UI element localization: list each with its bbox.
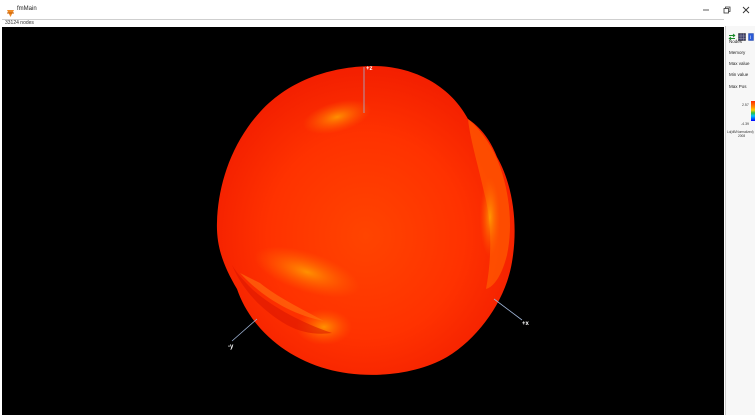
- status-bar: 33124 nodes: [2, 19, 724, 27]
- info-icon[interactable]: i: [748, 28, 754, 41]
- color-scale-bar: [751, 101, 755, 121]
- scale-max-value: 2.57: [742, 103, 749, 107]
- node-count: 33124 nodes: [5, 20, 34, 26]
- minimize-button[interactable]: [695, 2, 717, 17]
- highlight-right: [480, 177, 500, 257]
- close-button[interactable]: [735, 2, 755, 17]
- label-max-pos: Max Pos: [729, 84, 747, 89]
- scale-min-value: -4.39: [741, 122, 749, 126]
- pattern-fold-light: [240, 273, 324, 321]
- grid-icon[interactable]: [738, 28, 746, 41]
- pattern-fold: [232, 265, 332, 334]
- swap-arrows-icon[interactable]: [728, 28, 736, 41]
- y-axis-label: -y: [228, 344, 234, 350]
- z-axis-label: +z: [366, 66, 373, 72]
- window-title: fmMain: [17, 6, 37, 12]
- highlight-left: [254, 246, 360, 298]
- restore-button[interactable]: [716, 2, 738, 17]
- restore-icon: [723, 6, 731, 13]
- y-axis-line: [231, 318, 258, 342]
- highlight-lower: [296, 309, 352, 345]
- 3d-viewport[interactable]: +z +x -y: [2, 27, 724, 415]
- label-min-value: Min value: [729, 72, 749, 77]
- radiation-pattern-plot[interactable]: +z +x -y: [2, 27, 724, 415]
- scale-unit-sub: 2008: [738, 134, 746, 138]
- svg-text:i: i: [750, 35, 751, 41]
- x-axis-label: +x: [522, 321, 530, 327]
- app-logo-icon: [6, 5, 15, 17]
- label-nodes: Nodes: [729, 39, 743, 44]
- x-axis-line: [493, 298, 523, 321]
- pattern-surface: [216, 65, 515, 375]
- label-memory: Memory: [729, 50, 746, 55]
- title-bar: fmMain: [0, 0, 755, 19]
- label-max-value: Max value: [729, 61, 750, 66]
- minimize-icon: [703, 9, 709, 10]
- scale-unit-label: Ld(dB/Normalized): [727, 130, 754, 134]
- highlight-upper: [302, 99, 372, 135]
- close-icon: [742, 6, 750, 13]
- side-panel: i Nodes Memory Max value Min value Max P…: [725, 26, 755, 415]
